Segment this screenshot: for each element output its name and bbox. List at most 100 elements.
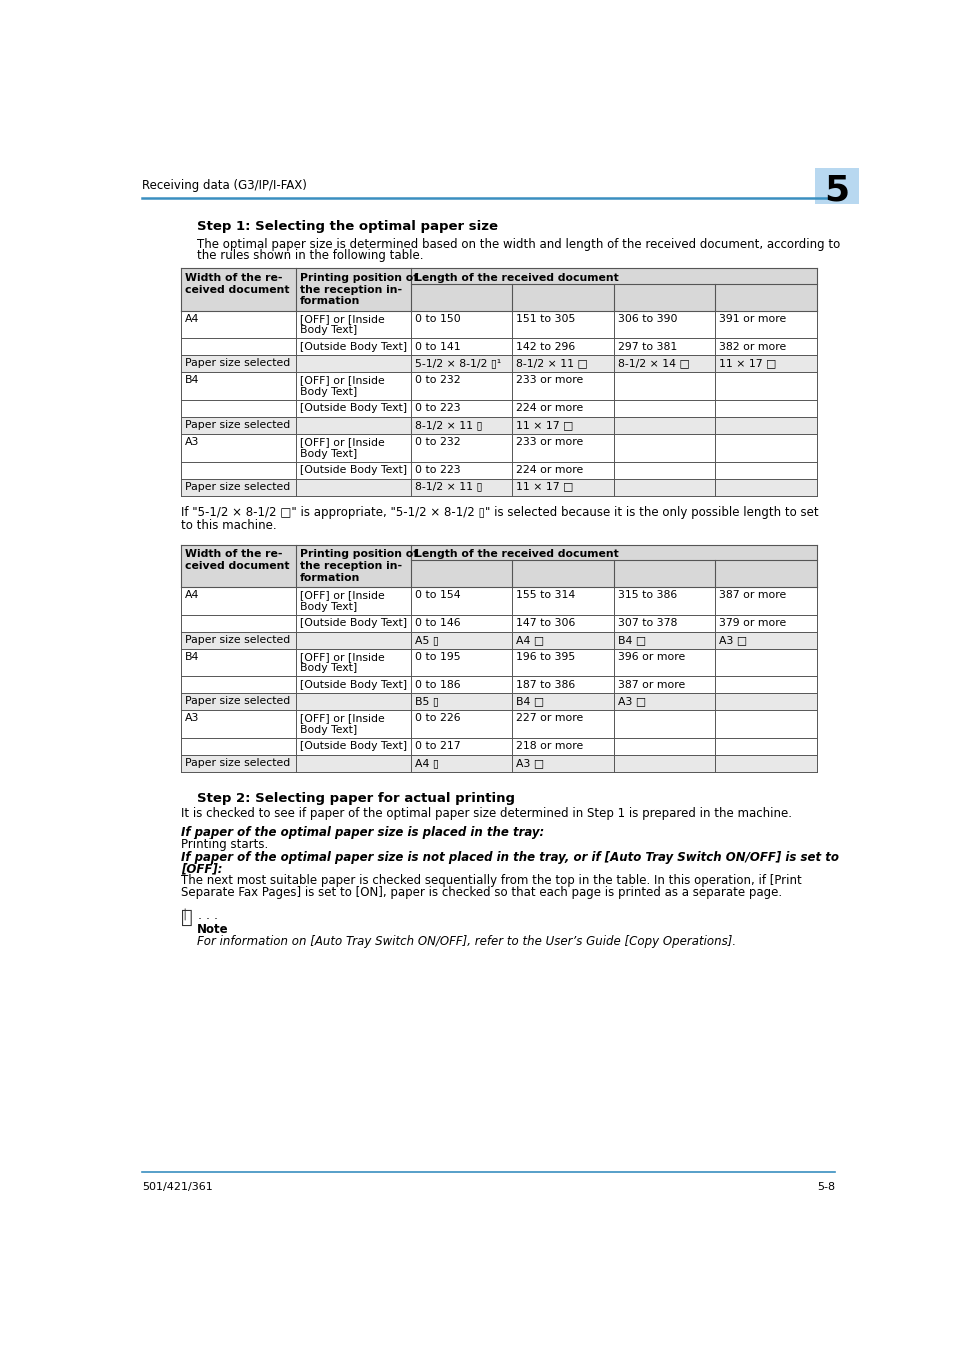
Bar bbox=[181, 615, 816, 632]
Text: Receiving data (G3/IP/I-FAX): Receiving data (G3/IP/I-FAX) bbox=[142, 178, 307, 192]
Text: 142 to 296: 142 to 296 bbox=[516, 342, 575, 351]
Text: Step 1: Selecting the optimal paper size: Step 1: Selecting the optimal paper size bbox=[196, 220, 497, 232]
Bar bbox=[181, 417, 816, 434]
Text: 0 to 223: 0 to 223 bbox=[415, 403, 459, 413]
Text: 0 to 232: 0 to 232 bbox=[415, 376, 459, 385]
Bar bbox=[181, 434, 816, 462]
Text: B4 □: B4 □ bbox=[617, 635, 645, 644]
Text: 382 or more: 382 or more bbox=[719, 342, 785, 351]
Text: B4: B4 bbox=[185, 651, 199, 662]
Text: [OFF] or [Inside
Body Text]: [OFF] or [Inside Body Text] bbox=[299, 713, 384, 735]
Text: A4 □: A4 □ bbox=[516, 635, 543, 644]
Text: 196 to 395: 196 to 395 bbox=[516, 651, 575, 662]
Text: 11 × 17 □: 11 × 17 □ bbox=[719, 358, 776, 369]
Bar bbox=[181, 311, 816, 339]
Text: A3 □: A3 □ bbox=[617, 697, 645, 707]
Bar bbox=[181, 400, 816, 417]
Bar bbox=[181, 693, 816, 711]
Text: If paper of the optimal paper size is not placed in the tray, or if [Auto Tray S: If paper of the optimal paper size is no… bbox=[181, 851, 839, 863]
Text: Paper size selected: Paper size selected bbox=[185, 758, 290, 769]
Text: 315 to 386: 315 to 386 bbox=[617, 590, 676, 600]
Text: 8-1/2 × 11 ▯: 8-1/2 × 11 ▯ bbox=[415, 482, 481, 492]
Text: [Outside Body Text]: [Outside Body Text] bbox=[299, 742, 407, 751]
Text: Paper size selected: Paper size selected bbox=[185, 358, 290, 369]
Text: 233 or more: 233 or more bbox=[516, 436, 582, 447]
Bar bbox=[181, 648, 816, 677]
Text: 233 or more: 233 or more bbox=[516, 376, 582, 385]
Text: Paper size selected: Paper size selected bbox=[185, 420, 290, 430]
Bar bbox=[181, 339, 816, 355]
Text: Width of the re-
ceived document: Width of the re- ceived document bbox=[185, 273, 290, 295]
Text: [Outside Body Text]: [Outside Body Text] bbox=[299, 465, 407, 474]
Bar bbox=[181, 711, 816, 738]
Text: 297 to 381: 297 to 381 bbox=[617, 342, 676, 351]
Text: Printing position of
the reception in-
formation: Printing position of the reception in- f… bbox=[299, 273, 417, 307]
Text: 📎: 📎 bbox=[181, 908, 193, 927]
Text: [Outside Body Text]: [Outside Body Text] bbox=[299, 680, 407, 689]
Text: [OFF] or [Inside
Body Text]: [OFF] or [Inside Body Text] bbox=[299, 376, 384, 397]
Text: 187 to 386: 187 to 386 bbox=[516, 680, 575, 689]
Text: Step 2: Selecting paper for actual printing: Step 2: Selecting paper for actual print… bbox=[196, 792, 515, 805]
Bar bbox=[181, 462, 816, 478]
Text: 0 to 232: 0 to 232 bbox=[415, 436, 459, 447]
Bar bbox=[181, 544, 816, 588]
Text: Printing position of
the reception in-
formation: Printing position of the reception in- f… bbox=[299, 550, 417, 582]
Text: 224 or more: 224 or more bbox=[516, 403, 582, 413]
Text: If paper of the optimal paper size is placed in the tray:: If paper of the optimal paper size is pl… bbox=[181, 825, 544, 839]
Text: Paper size selected: Paper size selected bbox=[185, 482, 290, 492]
Text: 0 to 150: 0 to 150 bbox=[415, 313, 459, 324]
Text: B5 ▯: B5 ▯ bbox=[415, 697, 438, 707]
Text: 147 to 306: 147 to 306 bbox=[516, 617, 575, 628]
Text: 151 to 305: 151 to 305 bbox=[516, 313, 575, 324]
Text: 396 or more: 396 or more bbox=[617, 651, 684, 662]
Text: Width of the re-
ceived document: Width of the re- ceived document bbox=[185, 550, 290, 571]
Text: 0 to 195: 0 to 195 bbox=[415, 651, 459, 662]
Text: The next most suitable paper is checked sequentially from the top in the table. : The next most suitable paper is checked … bbox=[181, 874, 801, 888]
Text: 8-1/2 × 11 ▯: 8-1/2 × 11 ▯ bbox=[415, 420, 481, 430]
Text: 155 to 314: 155 to 314 bbox=[516, 590, 575, 600]
Text: Note: Note bbox=[196, 923, 228, 936]
Text: 306 to 390: 306 to 390 bbox=[617, 313, 677, 324]
Text: B4: B4 bbox=[185, 376, 199, 385]
Text: . . .: . . . bbox=[198, 909, 218, 921]
Text: A4 ▯: A4 ▯ bbox=[415, 758, 438, 769]
Text: the rules shown in the following table.: the rules shown in the following table. bbox=[196, 249, 423, 262]
Text: Paper size selected: Paper size selected bbox=[185, 697, 290, 707]
Text: 0 to 223: 0 to 223 bbox=[415, 465, 459, 474]
Text: 501/421/361: 501/421/361 bbox=[142, 1182, 213, 1193]
Text: [Outside Body Text]: [Outside Body Text] bbox=[299, 403, 407, 413]
Text: 307 to 378: 307 to 378 bbox=[617, 617, 677, 628]
Text: [Outside Body Text]: [Outside Body Text] bbox=[299, 342, 407, 351]
Text: 379 or more: 379 or more bbox=[719, 617, 785, 628]
Bar bbox=[181, 373, 816, 400]
Text: 5: 5 bbox=[823, 174, 848, 208]
Text: A3 □: A3 □ bbox=[719, 635, 746, 644]
Bar bbox=[181, 588, 816, 615]
Text: Length of the received document: Length of the received document bbox=[415, 273, 618, 282]
Bar bbox=[181, 755, 816, 771]
Text: A3: A3 bbox=[185, 436, 199, 447]
Text: A4: A4 bbox=[185, 313, 199, 324]
Text: A4: A4 bbox=[185, 590, 199, 600]
Text: Paper size selected: Paper size selected bbox=[185, 635, 290, 644]
Text: [OFF] or [Inside
Body Text]: [OFF] or [Inside Body Text] bbox=[299, 436, 384, 458]
Text: 0 to 186: 0 to 186 bbox=[415, 680, 459, 689]
Text: 8-1/2 × 11 □: 8-1/2 × 11 □ bbox=[516, 358, 587, 369]
Text: 227 or more: 227 or more bbox=[516, 713, 582, 723]
Text: 0 to 141: 0 to 141 bbox=[415, 342, 459, 351]
Text: 0 to 226: 0 to 226 bbox=[415, 713, 459, 723]
Text: 224 or more: 224 or more bbox=[516, 465, 582, 474]
Bar bbox=[181, 269, 816, 311]
Text: If "5-1/2 × 8-1/2 □" is appropriate, "5-1/2 × 8-1/2 ▯" is selected because it is: If "5-1/2 × 8-1/2 □" is appropriate, "5-… bbox=[181, 507, 818, 519]
Text: It is checked to see if paper of the optimal paper size determined in Step 1 is : It is checked to see if paper of the opt… bbox=[181, 808, 791, 820]
Text: [OFF]:: [OFF]: bbox=[181, 862, 222, 875]
Text: 5-8: 5-8 bbox=[817, 1182, 835, 1193]
Text: 11 × 17 □: 11 × 17 □ bbox=[516, 420, 573, 430]
Bar bbox=[181, 677, 816, 693]
Bar bbox=[181, 738, 816, 755]
Text: 5-1/2 × 8-1/2 ▯¹: 5-1/2 × 8-1/2 ▯¹ bbox=[415, 358, 500, 369]
Bar bbox=[815, 169, 858, 204]
Text: Separate Fax Pages] is set to [ON], paper is checked so that each page is printe: Separate Fax Pages] is set to [ON], pape… bbox=[181, 886, 781, 898]
Text: [OFF] or [Inside
Body Text]: [OFF] or [Inside Body Text] bbox=[299, 590, 384, 612]
Text: [OFF] or [Inside
Body Text]: [OFF] or [Inside Body Text] bbox=[299, 313, 384, 335]
